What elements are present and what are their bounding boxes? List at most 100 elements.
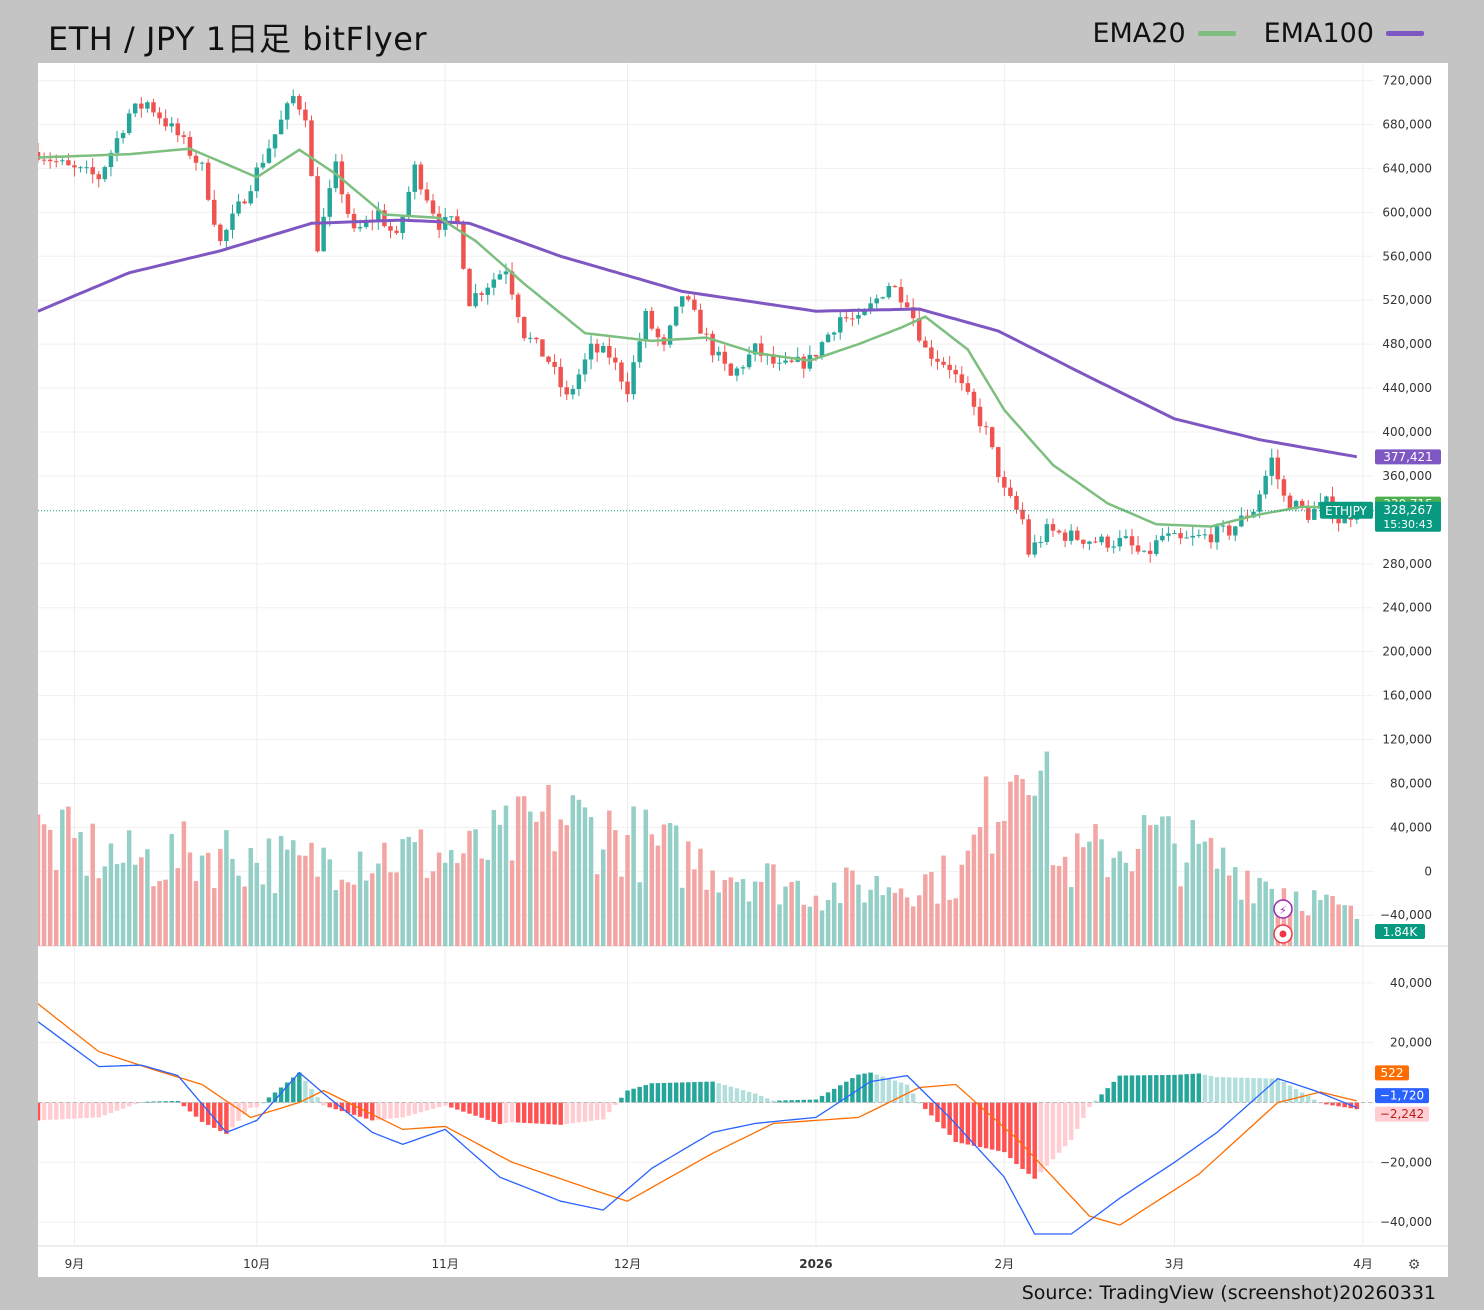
macd-histogram-bar [771,1100,776,1103]
macd-histogram-bar [272,1092,278,1103]
last-price-label-bg [1375,501,1441,532]
candle-body [1020,509,1025,520]
macd-histogram-bar [139,1101,144,1103]
volume-bar [777,904,782,946]
volume-bar [1099,839,1104,946]
volume-bar [218,849,223,946]
candle-body [388,226,393,231]
macd-histogram-bar [795,1100,800,1103]
macd-histogram-bar [212,1102,217,1128]
candle-body [588,343,594,360]
settings-icon: ⚙ [1408,1257,1421,1273]
volume-bar [570,795,576,946]
macd-histogram-bar [971,1102,977,1146]
macd-histogram-bar [813,1099,819,1103]
candle-body [345,194,351,214]
volume-bar [479,858,484,946]
macd-histogram-bar [406,1102,411,1116]
candle-body [199,162,205,164]
chart-panel[interactable]: 720,000 680,000 640,000 600,000 560,000 520,0… [35,63,1448,1277]
volume-bar [1002,820,1007,946]
volume-bar [637,882,642,946]
volume-bar [1208,837,1214,946]
candle-body [1269,457,1274,476]
volume-bar [552,851,557,946]
volume-bar [1233,867,1238,946]
macd-histogram-bar [394,1102,399,1119]
macd-histogram-bar [236,1102,241,1121]
volume-bar [1166,816,1171,946]
volume-bar [120,862,126,946]
volume-bar [108,843,114,946]
volume-bar [461,853,466,946]
macd-histogram-bar [35,1102,41,1121]
macd-histogram-bar [181,1102,187,1107]
macd-histogram-bar [175,1100,181,1103]
candle-body [230,213,235,230]
macd-histogram-bar [455,1102,460,1110]
volume-bar [1312,890,1317,946]
volume-bar [910,906,916,946]
macd-histogram-bar [291,1077,296,1103]
macd-histogram-bar [643,1085,648,1103]
macd-histogram-bar [1166,1074,1171,1103]
candle-body [947,364,952,370]
x-tick-label: 10月 [243,1257,270,1271]
candle-body [1202,534,1208,536]
volume-bar [850,870,855,946]
y-tick-label: 160,000 [1382,689,1432,703]
y-tick-label: 480,000 [1382,337,1432,351]
candle-body [327,188,332,217]
volume-bar [576,799,582,946]
macd-histogram-bar [880,1076,886,1103]
y-tick-label: 80,000 [1390,776,1432,790]
candle-body [1324,496,1329,503]
volume-bar [904,897,910,946]
candle-body [260,162,266,168]
macd-histogram-bar [309,1089,314,1103]
chart-svg[interactable]: 720,000 680,000 640,000 600,000 560,000 520,0… [35,63,1448,1277]
candle-body [1111,546,1116,548]
macd-histogram-bar [1226,1077,1232,1103]
macd-histogram-bar [297,1072,302,1103]
candle-body [1135,545,1141,552]
volume-bar [1117,851,1123,946]
y-tick-label: 720,000 [1382,74,1432,88]
volume-bar [1324,894,1329,946]
candle-body [406,191,411,217]
candle-body [139,103,144,109]
volume-bar [370,873,375,946]
candle-body [108,152,114,168]
candle-body [850,318,855,320]
volume-bar [619,876,624,946]
candle-body [485,287,490,295]
macd-histogram-bar [1044,1102,1050,1166]
volume-bar [260,884,266,946]
macd-histogram-bar [41,1102,47,1121]
y-tick-label: 560,000 [1382,249,1432,263]
macd-histogram-bar [1178,1074,1183,1103]
macd-histogram-bar [892,1080,898,1103]
macd-histogram-bar [1087,1102,1092,1107]
y-tick-label: 520,000 [1382,293,1432,307]
macd-histogram-bar [844,1081,849,1103]
volume-bar [78,832,83,946]
volume-bar [935,903,940,946]
volume-bar [607,810,612,946]
volume-bar [1305,915,1311,946]
volume-bar [157,881,162,946]
volume-bar [1336,904,1341,946]
alert-icon-dot [1279,930,1287,938]
candle-body [151,102,156,113]
volume-bar [1154,824,1159,946]
macd-histogram-bar [467,1102,472,1114]
y-tick-label: 440,000 [1382,381,1432,395]
macd-histogram-bar [734,1088,740,1103]
volume-bar [1245,870,1250,946]
macd-histogram-bar [528,1102,533,1124]
candle-body [613,357,618,363]
candle-body [1099,536,1104,543]
candle-body [831,332,837,335]
macd-histogram-bar [1220,1077,1226,1103]
volume-bar [90,823,95,946]
